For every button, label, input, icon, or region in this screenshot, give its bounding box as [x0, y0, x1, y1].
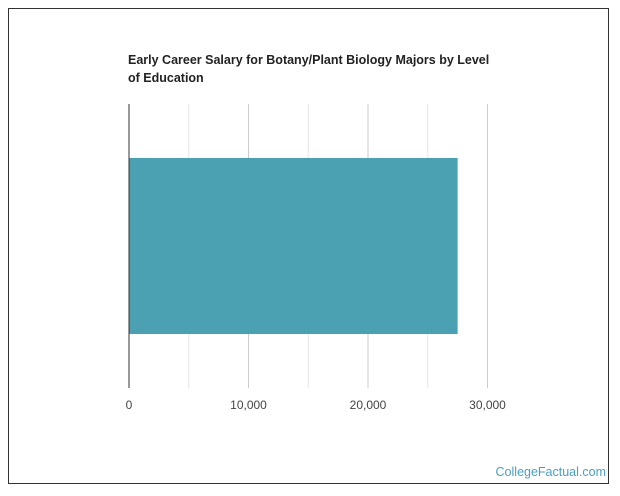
x-tick-label: 0	[126, 398, 133, 412]
x-tick-labels: 0 10,000 20,000 30,000	[126, 398, 507, 412]
bar[interactable]	[129, 157, 458, 335]
x-tick-label: 20,000	[350, 398, 387, 412]
bars	[129, 157, 458, 335]
x-tick-label: 30,000	[469, 398, 506, 412]
x-tick-label: 10,000	[230, 398, 267, 412]
site-brand[interactable]: CollegeFactual.com	[495, 465, 606, 479]
chart-title: Early Career Salary for Botany/Plant Bio…	[128, 53, 490, 85]
